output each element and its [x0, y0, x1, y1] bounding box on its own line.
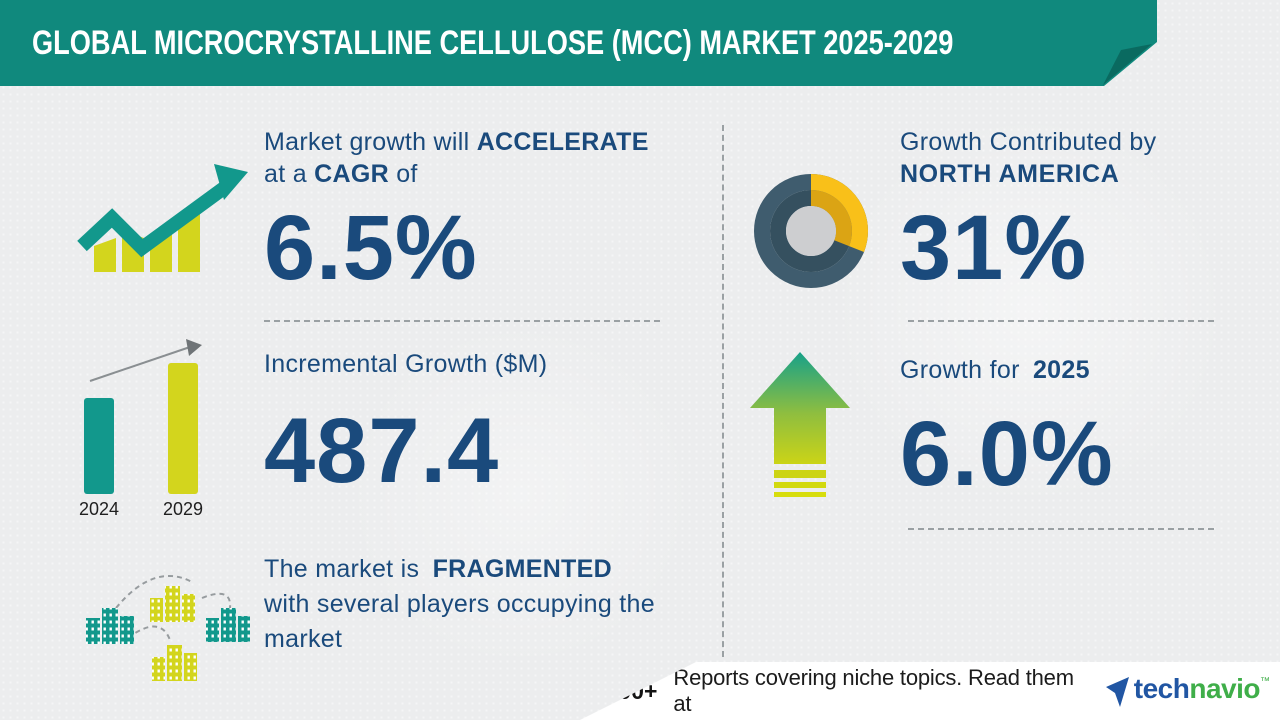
growth-for-year: 2025 [1032, 356, 1090, 384]
year-left-label: 2024 [79, 499, 119, 519]
up-arrow-icon [748, 352, 852, 507]
banner-ribbon-shape [0, 0, 1157, 86]
technavio-logo: tech navio ™ [1105, 672, 1270, 708]
footer-tagline: Reports covering niche topics. Read them… [673, 665, 1074, 716]
divider [264, 320, 660, 322]
donut-chart [748, 168, 874, 299]
divider [908, 528, 1214, 530]
building-cluster-teal-right [206, 608, 250, 642]
cagr-caption-text: Market growth will [264, 128, 470, 156]
technavio-sail-icon [1105, 676, 1129, 707]
divider [908, 320, 1214, 322]
building-cluster-yellow-top [150, 586, 195, 622]
growth-for-label: Growth for [900, 356, 1020, 384]
contribution-value: 31% [900, 197, 1088, 299]
cagr-caption: Market growth will ACCELERATE at a CAGR … [264, 126, 674, 190]
buildings-icon [72, 556, 252, 696]
incremental-growth-label: Incremental Growth ($M) [264, 350, 548, 378]
growth-for-caption: Growth for 2025 [900, 356, 1090, 385]
contribution-line1: Growth Contributed by [900, 128, 1157, 156]
cagr-caption-cagr: CAGR [314, 160, 389, 188]
year-bars-icon: 2024 2029 [70, 335, 240, 525]
footer-bar: 21000+ Reports covering niche topics. Re… [580, 662, 1280, 720]
cagr-value: 6.5% [264, 197, 478, 299]
cagr-caption-post: of [396, 160, 418, 188]
header-banner: GLOBAL MICROCRYSTALLINE CELLULOSE (MCC) … [0, 0, 1160, 86]
growth-chart-icon [76, 150, 256, 295]
contribution-caption: Growth Contributed by NORTH AMERICA [900, 126, 1156, 190]
column-divider [722, 125, 724, 657]
brand-tech: tech [1133, 672, 1190, 704]
fragmented-line2: with several players occupying the [264, 590, 655, 618]
year-right-label: 2029 [163, 499, 203, 519]
cagr-caption-pre: at a [264, 160, 307, 188]
fragmented-line3: market [264, 625, 343, 653]
incremental-growth-value: 487.4 [264, 400, 500, 502]
fragmented-bold: FRAGMENTED [432, 555, 612, 583]
growth-for-value: 6.0% [900, 403, 1114, 505]
building-cluster-yellow-bottom [152, 645, 197, 681]
brand-trademark: ™ [1260, 675, 1270, 687]
contribution-region: NORTH AMERICA [900, 160, 1120, 188]
reports-count: 21000+ [580, 677, 658, 704]
building-cluster-teal-left [86, 608, 134, 644]
brand-navio: navio [1189, 672, 1260, 704]
cagr-caption-accelerate: ACCELERATE [476, 128, 649, 156]
fragmented-caption: The market is FRAGMENTED with several pl… [264, 552, 684, 657]
fragmented-pre: The market is [264, 555, 420, 583]
page-title: GLOBAL MICROCRYSTALLINE CELLULOSE (MCC) … [32, 23, 954, 62]
